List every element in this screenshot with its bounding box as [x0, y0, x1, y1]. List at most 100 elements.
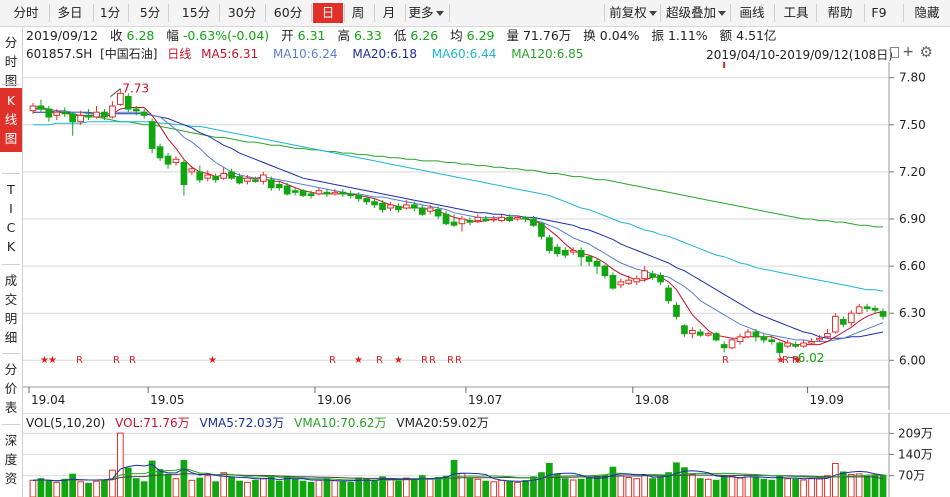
- volume-bar: [140, 481, 148, 497]
- toolbar-button[interactable]: 前复权: [606, 3, 660, 23]
- toolbar-button[interactable]: 帮助: [827, 5, 853, 20]
- candle: [752, 331, 760, 338]
- candle: [37, 105, 45, 110]
- candle: [808, 341, 815, 344]
- volume-bar: [641, 474, 648, 497]
- volume-bar: [585, 477, 593, 497]
- period-tab[interactable]: 分时: [13, 5, 39, 20]
- signal-marker: R: [329, 355, 336, 366]
- min-annotation: 6.02: [798, 351, 825, 365]
- volume-bar: [871, 475, 879, 497]
- volume-chart[interactable]: 209万 140万 70万: [23, 413, 950, 497]
- candle: [625, 279, 633, 284]
- candle: [53, 111, 61, 116]
- chevron-down-icon: [718, 11, 726, 16]
- period-tab[interactable]: 周: [351, 5, 365, 20]
- candle: [871, 308, 879, 311]
- volume-bar: [180, 460, 188, 497]
- volume-bar: [260, 478, 267, 497]
- volume-bar: [855, 473, 863, 497]
- stock-name: [中国石油]: [100, 47, 158, 61]
- volume-bar: [704, 478, 712, 497]
- y-tick-label: 6.00: [899, 353, 926, 367]
- volume-bar: [681, 467, 688, 497]
- candle: [307, 193, 315, 196]
- volume-bar: [307, 481, 315, 497]
- y-tick-label: 7.80: [899, 71, 926, 85]
- quote-high: 高 6.33: [337, 28, 382, 43]
- candle: [490, 218, 498, 221]
- y-tick-label: 6.60: [899, 259, 926, 273]
- period-tab[interactable]: 日: [313, 3, 343, 23]
- candle: [164, 155, 172, 165]
- y-tick-label: 6.90: [899, 212, 926, 226]
- side-tab[interactable]: 分时图: [4, 35, 18, 88]
- candle: [395, 205, 402, 210]
- candle: [601, 265, 609, 277]
- side-tab[interactable]: 成交明细: [4, 273, 18, 345]
- candle: [728, 339, 736, 349]
- candle: [553, 246, 561, 255]
- candle: [792, 344, 799, 347]
- signal-marker: ★: [354, 355, 363, 366]
- price-chart[interactable]: 7.80 7.50 7.20 6.90 6.60 6.30 6.00 19.04 19.05 19…: [23, 62, 950, 410]
- period-tab[interactable]: 1分: [99, 5, 121, 20]
- period-tab[interactable]: 15分: [181, 5, 211, 20]
- side-tab[interactable]: 深度资: [4, 433, 18, 486]
- period-tab[interactable]: 60分: [273, 5, 303, 20]
- toolbar-button[interactable]: 工具: [783, 5, 809, 20]
- quote-change: 幅 -0.63%(-0.04): [166, 28, 270, 43]
- volume-bar: [323, 478, 331, 497]
- candle: [29, 105, 37, 112]
- volume-bar: [593, 475, 601, 497]
- add-indicator-button[interactable]: +: [902, 44, 914, 60]
- volume-bar: [244, 481, 251, 497]
- chart-frame-icon[interactable]: [890, 47, 899, 58]
- candle: [704, 333, 712, 336]
- candle: [236, 176, 243, 184]
- candle: [109, 105, 116, 118]
- toolbar-divider: [128, 4, 129, 22]
- toolbar-button[interactable]: 超级叠加: [662, 3, 730, 23]
- gear-icon[interactable]: ⚙: [919, 43, 933, 61]
- volume-bar: [625, 477, 633, 497]
- candle: [180, 162, 188, 185]
- candle: [768, 339, 776, 342]
- candle: [61, 111, 69, 115]
- volume-bar: [696, 478, 704, 497]
- vma5-value: VMA5:72.03万: [199, 416, 285, 430]
- candle: [617, 281, 625, 286]
- x-tick-label: 19.06: [317, 393, 351, 407]
- ma60-legend: MA60:6.44: [431, 47, 497, 61]
- volume-bar: [220, 472, 228, 497]
- period-tab[interactable]: 多日: [57, 5, 83, 20]
- toolbar-button[interactable]: 画线: [739, 5, 765, 20]
- volume-bar: [847, 474, 855, 497]
- volume-bar: [418, 475, 426, 497]
- volume-bar: [188, 479, 196, 497]
- candle: [418, 207, 426, 215]
- period-tab[interactable]: 5分: [139, 5, 161, 20]
- volume-bar: [800, 479, 807, 497]
- volume-bar: [403, 477, 410, 497]
- toolbar-button[interactable]: F9: [871, 5, 887, 20]
- period-tab[interactable]: 更多: [404, 3, 448, 23]
- side-tab-divider: [2, 424, 20, 425]
- period-tab[interactable]: 30分: [227, 5, 257, 20]
- candle: [283, 185, 291, 195]
- quote-info-line: 2019/09/12 收 6.28 幅 -0.63%(-0.04) 开 6.31…: [26, 28, 785, 44]
- candle: [410, 204, 418, 209]
- candle: [85, 114, 92, 118]
- volume-bar: [784, 478, 791, 497]
- candle: [355, 195, 362, 200]
- side-tab[interactable]: 分价表: [4, 362, 18, 415]
- volume-bar: [69, 473, 76, 497]
- toolbar-button[interactable]: 隐藏: [914, 5, 940, 20]
- quote-open: 开 6.31: [281, 28, 326, 43]
- candle: [347, 193, 355, 196]
- period-tab[interactable]: 月: [382, 5, 396, 20]
- y-tick-label: 7.20: [899, 165, 926, 179]
